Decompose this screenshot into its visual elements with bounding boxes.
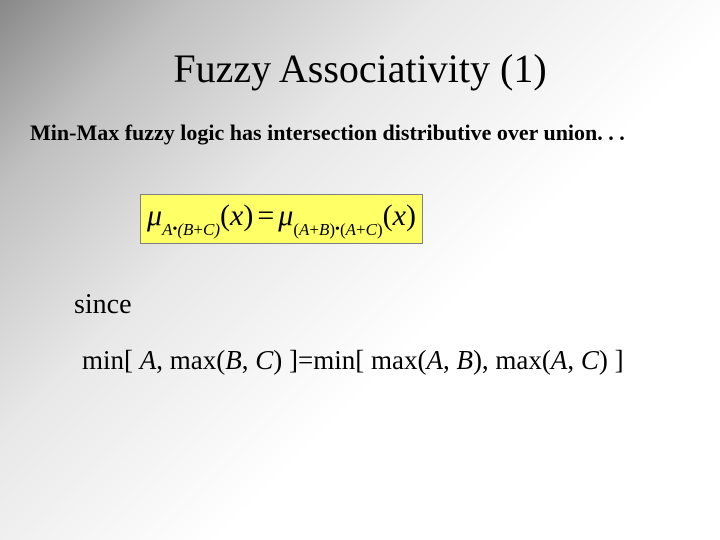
var-c2: C [581, 345, 599, 375]
sub-plus: + [193, 220, 203, 239]
var-x-2: x [393, 199, 406, 232]
sub2-a2: A [346, 220, 356, 239]
t2: , max( [156, 345, 225, 375]
subscript-right: (A+B)•(A+C) [293, 220, 382, 239]
t4: ) ]=min[ max( [273, 345, 426, 375]
t3: , [242, 345, 256, 375]
var-x: x [230, 199, 243, 232]
sub2-c: C [366, 220, 377, 239]
var-a3: A [551, 345, 568, 375]
paren-open-2: ( [383, 199, 393, 232]
formula-box: μA•(B+C)(x)=μ(A+B)•(A+C)(x) [140, 194, 423, 244]
sub2-close2: ) [377, 220, 383, 239]
sub2-a: A [299, 220, 309, 239]
t7: , [567, 345, 581, 375]
formula: μA•(B+C)(x)=μ(A+B)•(A+C)(x) [147, 199, 416, 232]
sub-a: A [162, 220, 172, 239]
sub-c-close: C) [203, 220, 220, 239]
sub2-plus1: + [309, 220, 319, 239]
minmax-line: min[ A, max(B, C) ]=min[ max(A, B), max(… [82, 345, 680, 376]
paren-close-2: ) [406, 199, 416, 232]
since-label: since [74, 289, 680, 321]
dot-icon: • [172, 222, 177, 237]
paren-open: ( [220, 199, 230, 232]
t5: , [443, 345, 457, 375]
mu-symbol: μ [147, 199, 162, 232]
sub-b-open: (B [177, 220, 193, 239]
dot-icon-2: • [335, 222, 340, 237]
var-a: A [140, 345, 157, 375]
t1: min[ [82, 345, 140, 375]
slide-title: Fuzzy Associativity (1) [40, 45, 680, 92]
var-c: C [255, 345, 273, 375]
t8: ) ] [599, 345, 624, 375]
slide-subtitle: Min-Max fuzzy logic has intersection dis… [30, 120, 680, 146]
var-b2: B [456, 345, 473, 375]
subscript-left: A•(B+C) [162, 220, 220, 239]
mu-symbol-2: μ [278, 199, 293, 232]
equals: = [257, 199, 274, 232]
sub2-b: B [319, 220, 329, 239]
var-a2: A [426, 345, 443, 375]
paren-close: ) [243, 199, 253, 232]
var-b: B [225, 345, 242, 375]
slide: Fuzzy Associativity (1) Min-Max fuzzy lo… [0, 0, 720, 540]
sub2-plus2: + [356, 220, 366, 239]
t6: ), max( [473, 345, 551, 375]
